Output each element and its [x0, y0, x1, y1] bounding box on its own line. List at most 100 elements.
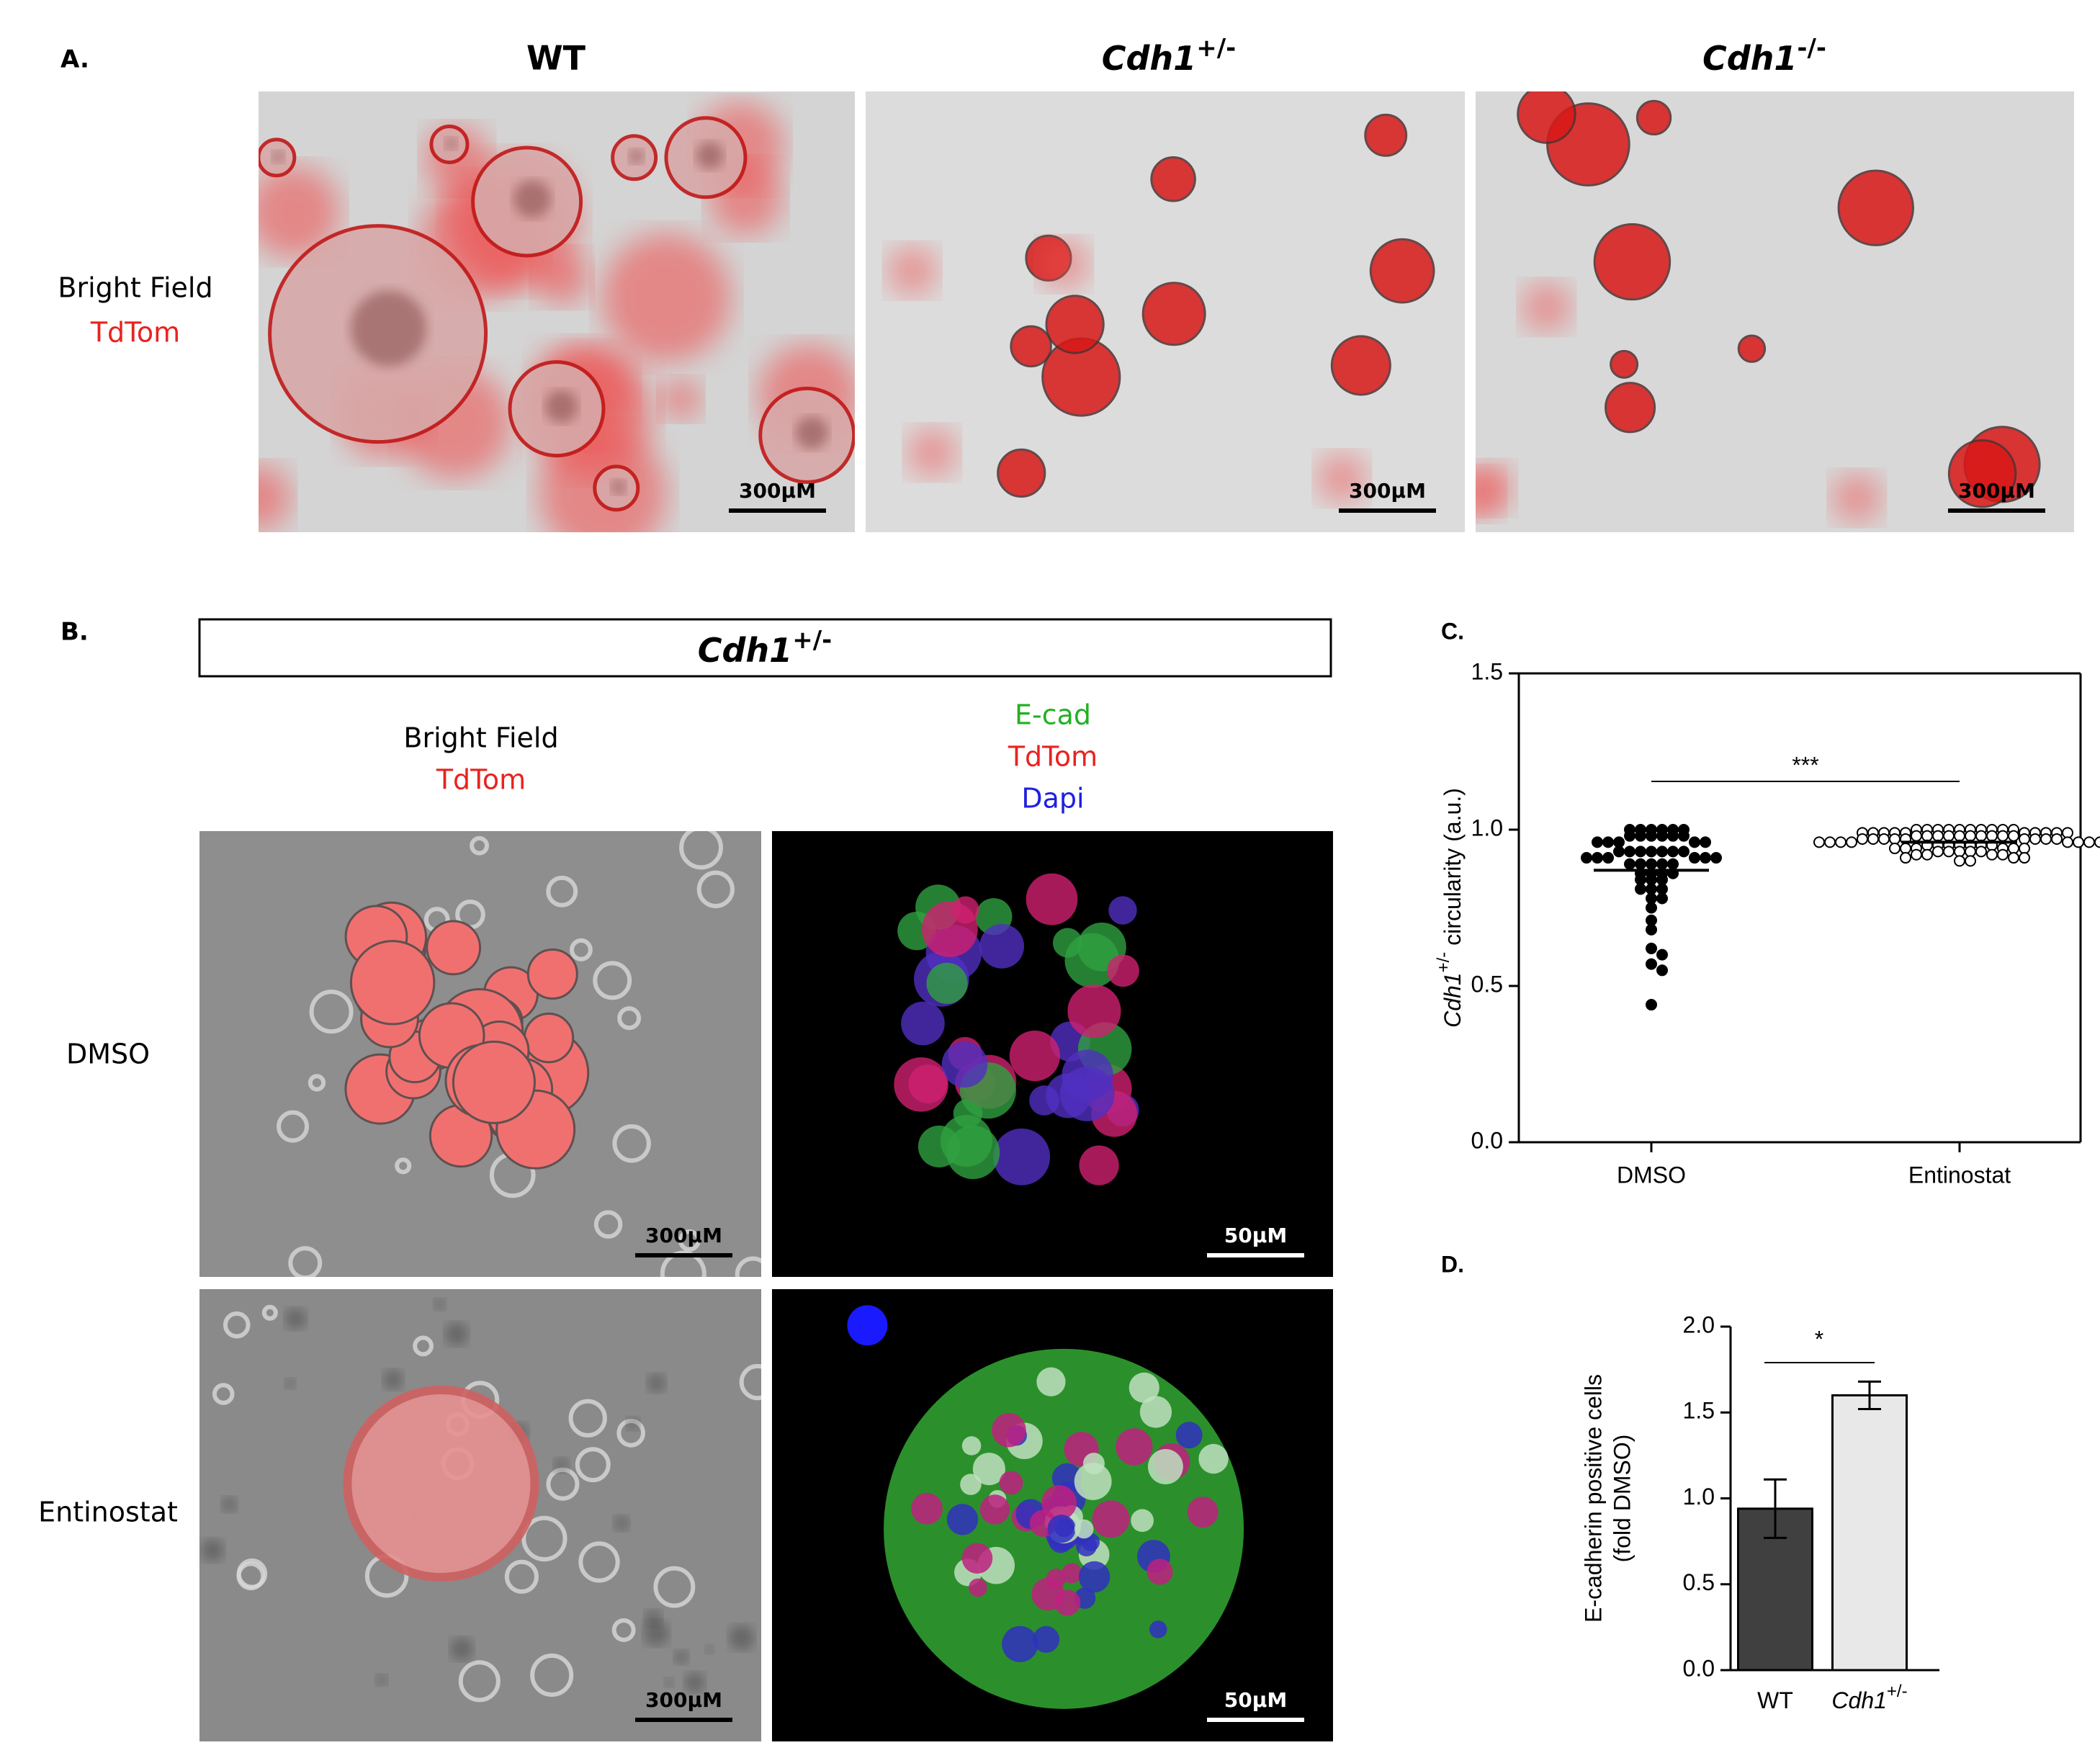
data-point: [1900, 852, 1911, 864]
data-point: [1592, 836, 1603, 848]
data-point: [1835, 836, 1847, 848]
data-point: [1889, 843, 1901, 855]
organoid-cell: [523, 1013, 575, 1064]
data-point: [1656, 964, 1668, 977]
debris: [653, 1566, 696, 1608]
debris: [705, 1645, 714, 1654]
cell: [961, 1436, 982, 1456]
error-bar: [1858, 1380, 1881, 1410]
micrograph: 300μM: [259, 91, 855, 532]
x-tick-label: Entinostat: [1908, 1162, 2011, 1188]
data-point: [1656, 892, 1668, 905]
data-point: [1646, 846, 1657, 858]
debris: [458, 1660, 501, 1703]
data-point: [1965, 855, 1976, 867]
cell: [1062, 1563, 1082, 1584]
data-point: [1911, 830, 1922, 842]
micrograph: 50μM: [772, 1289, 1333, 1741]
micrograph: 300μM: [1476, 91, 2074, 532]
debris: [578, 1541, 620, 1583]
organoid: [1610, 349, 1639, 379]
debris: [568, 1399, 607, 1438]
organoid-blur: [259, 166, 340, 259]
data-point: [1592, 852, 1603, 864]
cell: [1041, 1485, 1077, 1521]
header-box: [198, 618, 1332, 678]
debris: [221, 1497, 237, 1512]
cell: [946, 1504, 979, 1535]
data-point: [1646, 999, 1657, 1011]
y-axis-title-gene: Cdh1: [1440, 972, 1466, 1028]
cell: [1031, 1577, 1065, 1611]
data-point: [1954, 846, 1965, 858]
cell: [1059, 1066, 1115, 1121]
cell: [1009, 1030, 1061, 1082]
debris: [450, 1637, 474, 1661]
debris: [434, 1298, 446, 1310]
organoid: [1947, 439, 2017, 508]
organoid-blur: [1831, 472, 1883, 524]
panel-label: A.: [60, 45, 89, 74]
debris: [504, 1559, 539, 1594]
cell: [1147, 1559, 1173, 1585]
debris: [593, 961, 632, 1000]
bar: [1831, 1394, 1908, 1672]
data-point: [1646, 830, 1657, 842]
organoid-blur: [907, 427, 958, 478]
debris: [612, 1124, 651, 1163]
debris: [546, 875, 578, 907]
column-label: Bright Field: [403, 722, 558, 754]
genotype: +/-: [792, 626, 832, 655]
data-point: [1656, 883, 1668, 895]
cell: [993, 1128, 1051, 1185]
cell: [979, 1494, 1010, 1525]
cell: [901, 1001, 945, 1046]
cell: [1092, 1500, 1130, 1538]
y-tick-label: 0.5: [1683, 1569, 1715, 1595]
data-point: [2008, 852, 2019, 864]
panel-label: C.: [1441, 618, 1464, 644]
data-point: [1635, 858, 1646, 870]
scale-bar-label: 300μM: [645, 1224, 722, 1247]
organoid-blur: [1038, 238, 1090, 290]
data-point: [2019, 843, 2030, 855]
debris: [444, 1322, 468, 1346]
debris: [575, 1447, 611, 1483]
genotype: -/-: [1797, 34, 1826, 63]
organoid: [1150, 156, 1196, 202]
row-label: DMSO: [66, 1039, 150, 1070]
data-point: [1824, 836, 1836, 848]
panel-header: Cdh1+/-: [698, 626, 832, 670]
organoid: [1330, 335, 1391, 396]
debris: [696, 870, 735, 909]
data-point: [1954, 830, 1965, 842]
debris: [277, 1110, 310, 1143]
cell: [1082, 1453, 1105, 1475]
cell: [1147, 1449, 1183, 1484]
y-tick-label: 1.5: [1471, 658, 1503, 684]
cell: [961, 1543, 993, 1574]
data-point: [1646, 958, 1657, 970]
genotype: +/-: [1196, 34, 1236, 63]
organoid-cell: [349, 940, 436, 1026]
data-point: [1954, 855, 1965, 867]
column-label: Dapi: [1021, 783, 1084, 815]
x-tick-label: DMSO: [1617, 1162, 1686, 1188]
cell: [1149, 1620, 1167, 1638]
gene-name: Cdh1: [1702, 39, 1797, 78]
scale-bar-label: 50μM: [1224, 1224, 1287, 1247]
data-point: [1932, 830, 1944, 842]
debris: [678, 1229, 701, 1252]
cell: [1074, 1519, 1094, 1539]
cell: [1131, 1509, 1154, 1533]
data-point: [1975, 830, 1987, 842]
debris: [729, 1625, 755, 1651]
y-tick-label: 0.5: [1471, 971, 1503, 997]
debris: [660, 1250, 706, 1277]
organoid-core: [444, 137, 458, 150]
micrograph: 300μM: [199, 1289, 761, 1741]
data-point: [2008, 843, 2019, 855]
data-point: [2008, 830, 2019, 842]
debris: [521, 1515, 567, 1562]
column-header: WT: [526, 39, 586, 78]
